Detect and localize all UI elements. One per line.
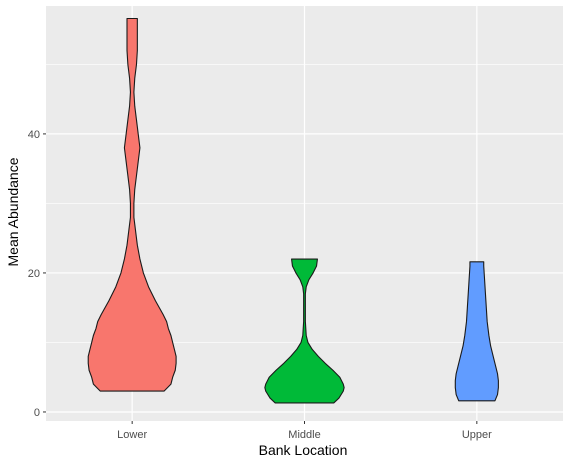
violin-middle <box>264 258 345 404</box>
y-tick-label: 0 <box>34 407 40 419</box>
x-axis-title: Bank Location <box>259 442 348 458</box>
x-tick-label: Middle <box>288 429 320 441</box>
y-tick-label: 20 <box>28 268 40 280</box>
x-axis-ticks: Lower Middle Upper <box>117 421 492 441</box>
violin-lower <box>87 17 177 392</box>
violins <box>87 17 499 404</box>
y-tick-label: 40 <box>28 129 40 141</box>
y-axis-title: Mean Abundance <box>5 157 21 266</box>
x-tick-label: Lower <box>117 429 147 441</box>
violin-upper <box>454 261 499 402</box>
y-axis-ticks: 0 20 40 <box>28 129 46 419</box>
x-tick-label: Upper <box>462 429 492 441</box>
